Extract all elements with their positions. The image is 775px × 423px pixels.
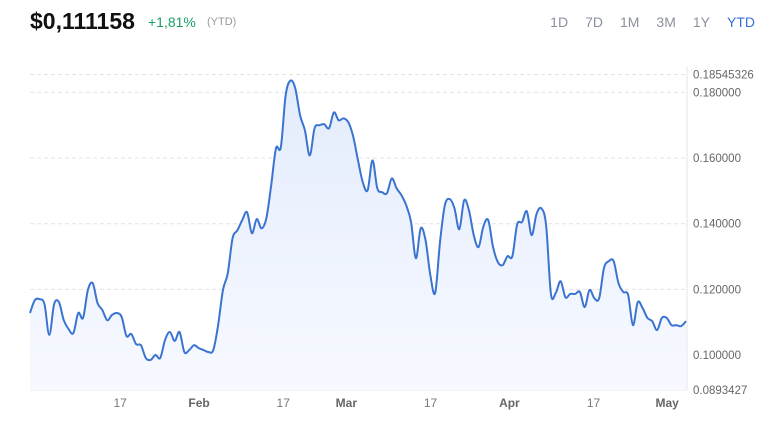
y-tick-label: 0.140000 (693, 219, 741, 231)
range-1y[interactable]: 1Y (692, 14, 710, 30)
y-tick-label: 0.0893427 (693, 385, 747, 397)
current-price: $0,111158 (30, 8, 135, 34)
range-ytd[interactable]: YTD (727, 14, 755, 30)
y-tick-label: 0.18545326 (693, 70, 754, 82)
y-tick-label: 0.180000 (693, 87, 741, 99)
range-1m[interactable]: 1M (619, 14, 640, 30)
x-tick-label: Feb (188, 396, 209, 410)
price-change: +1,81% (148, 14, 196, 30)
y-tick-label: 0.120000 (693, 284, 741, 296)
range-1d[interactable]: 1D (550, 14, 569, 30)
y-tick-label: 0.160000 (693, 153, 741, 165)
range-7d[interactable]: 7D (585, 14, 603, 30)
x-tick-label: 17 (113, 396, 127, 410)
change-period: (YTD) (207, 16, 237, 28)
y-tick-label: 0.100000 (693, 350, 741, 362)
x-tick-label: May (656, 396, 680, 410)
x-tick-label: Mar (336, 396, 358, 410)
x-tick-label: 17 (424, 396, 438, 410)
range-3m[interactable]: 3M (656, 14, 676, 30)
price-area (30, 80, 686, 390)
x-tick-label: Apr (499, 396, 520, 410)
x-tick-label: 17 (587, 396, 601, 410)
x-tick-label: 17 (277, 396, 291, 410)
price-line (29, 79, 687, 362)
range-selector: 1D 7D 1M 3M 1Y YTD (533, 14, 755, 30)
